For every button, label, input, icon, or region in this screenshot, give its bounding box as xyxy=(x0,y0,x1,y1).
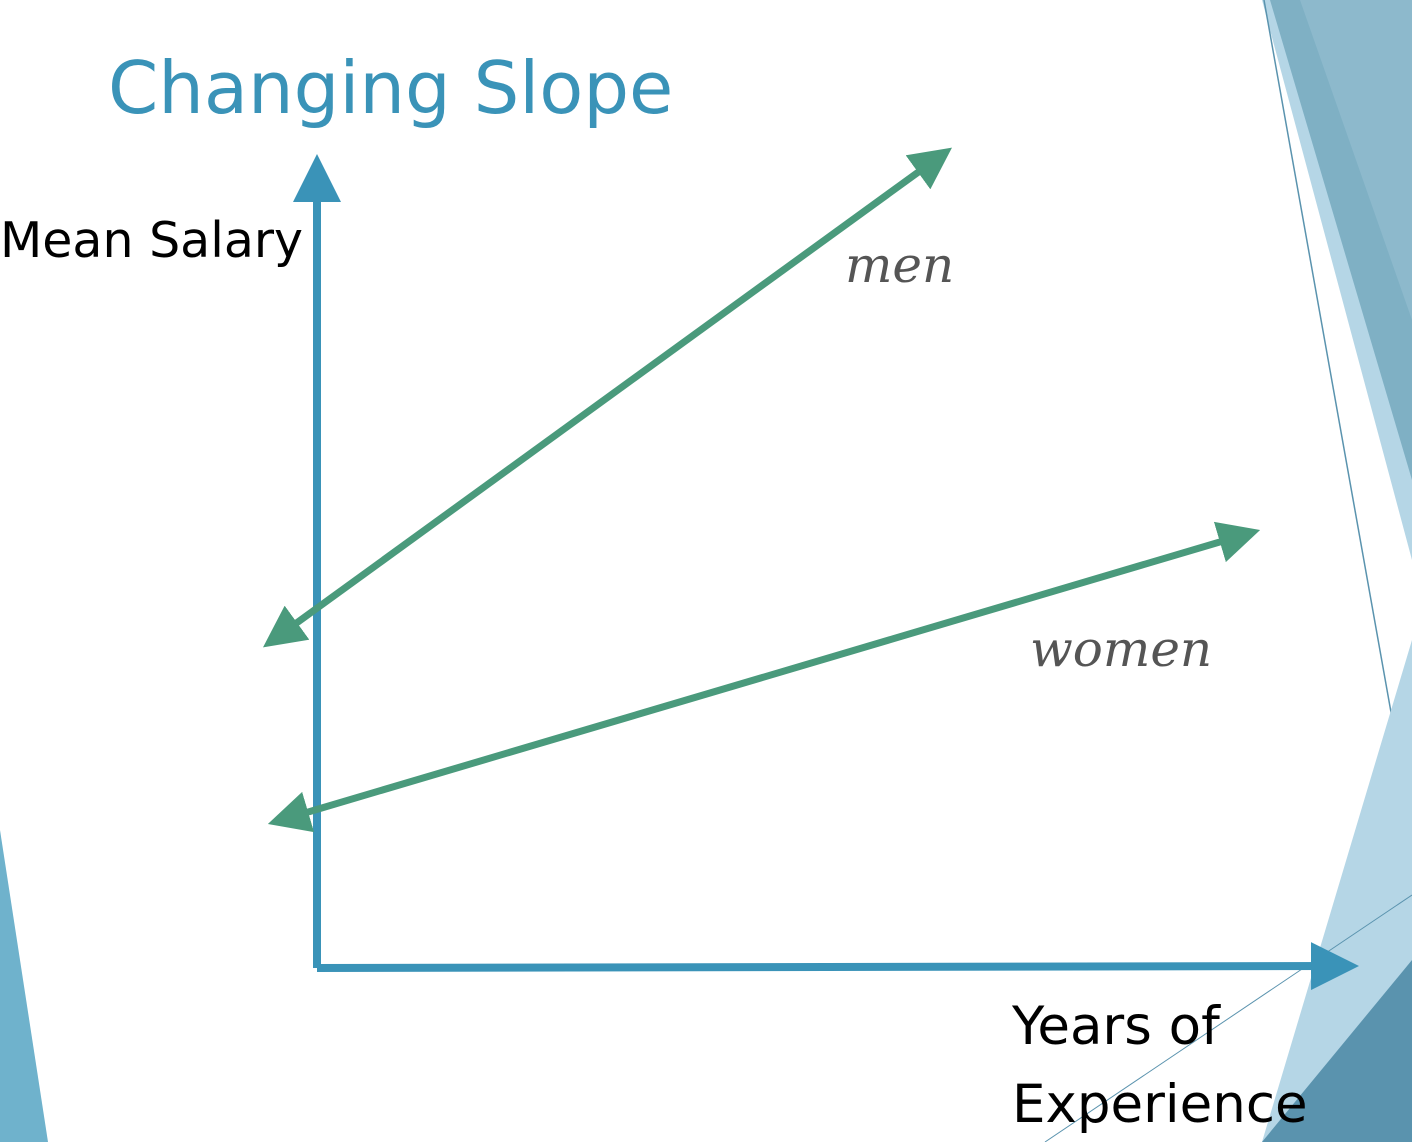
decor-shape-overlay xyxy=(1300,0,1412,320)
series-label-men: men xyxy=(845,236,955,294)
decor-shape-dark-bottom xyxy=(1262,960,1412,1142)
y-axis-label: Mean Salary xyxy=(0,212,303,269)
series-label-women: women xyxy=(1030,620,1213,678)
decor-line-bottom xyxy=(1044,894,1412,1142)
theme-decoration-left xyxy=(0,830,48,1142)
men-line xyxy=(262,147,953,648)
x-axis-label-line-2: Experience xyxy=(1012,1074,1308,1135)
slide-title: Changing Slope xyxy=(108,46,674,130)
x-axis-label: Years of Experience xyxy=(1012,988,1308,1144)
decor-line-diagonal xyxy=(1263,0,1412,831)
x-axis-label-line-1: Years of xyxy=(1012,996,1220,1057)
women-line xyxy=(267,521,1261,833)
theme-decoration-right xyxy=(1044,0,1412,1142)
x-axis xyxy=(316,942,1359,991)
